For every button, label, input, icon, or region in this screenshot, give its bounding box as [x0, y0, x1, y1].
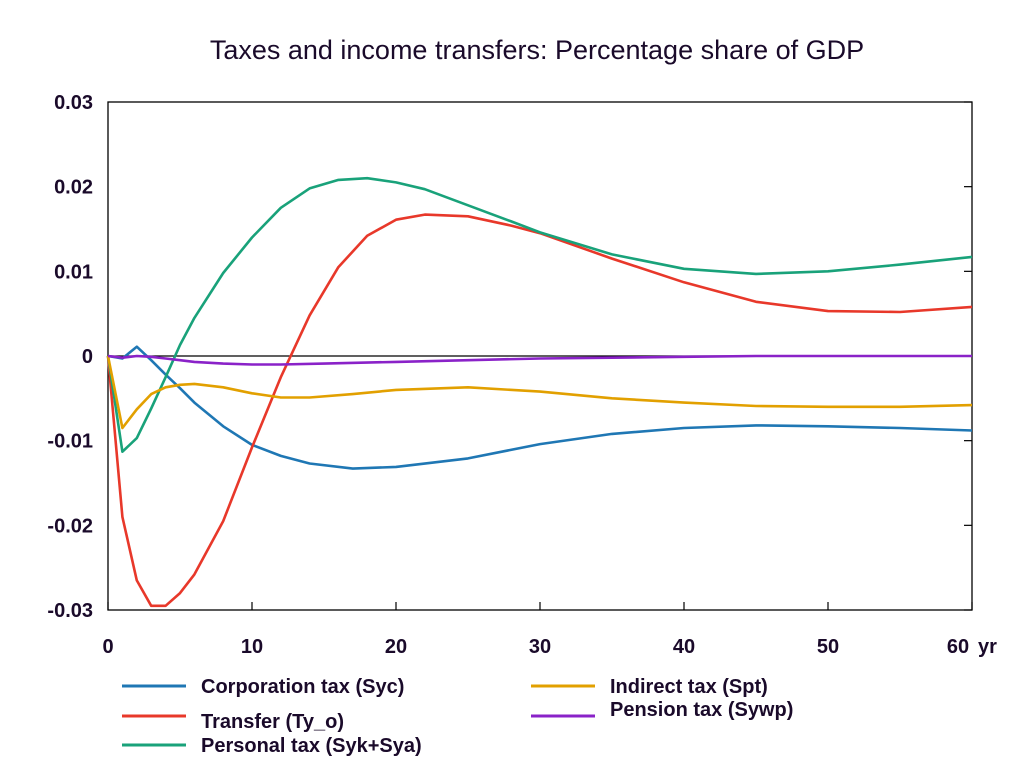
series-line-3	[106, 176, 973, 454]
y-tick-label: 0.02	[54, 177, 93, 199]
legend-label: Pension tax (Sywp)	[610, 699, 793, 721]
x-tick-label: 50	[817, 636, 839, 658]
legend-label: Corporation tax (Syc)	[201, 676, 404, 698]
series-line-1	[107, 345, 973, 470]
x-tick-label: 10	[241, 636, 263, 658]
legend-label: Personal tax (Syk+Sya)	[201, 735, 422, 757]
y-tick-label: 0	[82, 346, 93, 368]
x-unit-label: yr	[978, 636, 997, 658]
tick-labels: 0 10 20 30 40 50 60 yr 0.03 0.02 0.01 0 -0.01 -0.02 -0…	[47, 92, 997, 658]
x-tick-label: 40	[673, 636, 695, 658]
x-tick-label: 30	[529, 636, 551, 658]
chart-title: Taxes and income transfers: Percentage s…	[210, 35, 864, 65]
series-line-5	[107, 354, 972, 366]
y-tick-label: -0.03	[47, 600, 93, 622]
legend-label: Indirect tax (Spt)	[610, 676, 768, 698]
legend-label: Transfer (Ty_o)	[201, 711, 344, 733]
y-tick-label: 0.03	[54, 92, 93, 114]
x-tick-label: 60	[947, 636, 969, 658]
series-line-2	[106, 213, 973, 608]
x-tick-label: 20	[385, 636, 407, 658]
y-tick-label: -0.01	[47, 431, 93, 453]
y-tick-label: -0.02	[47, 515, 93, 537]
legend: Corporation tax (Syc) Transfer (Ty_o)Pers…	[122, 676, 793, 757]
series-lines	[106, 176, 973, 608]
series-line-4	[106, 355, 973, 430]
y-tick-label: 0.01	[54, 261, 93, 283]
x-tick-label: 0	[102, 636, 113, 658]
